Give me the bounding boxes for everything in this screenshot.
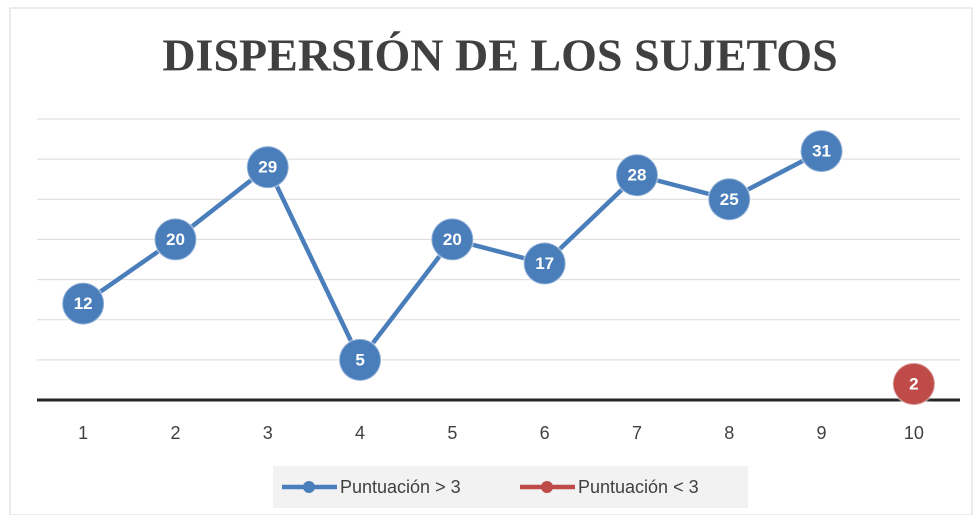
marker (61, 281, 106, 326)
data-label: 2 (909, 374, 918, 393)
legend-marker (541, 481, 553, 493)
marker (891, 361, 936, 406)
data-label: 31 (812, 142, 831, 161)
x-tick-label: 3 (263, 423, 273, 443)
legend-label: Puntuación < 3 (578, 477, 699, 497)
data-label: 20 (166, 230, 185, 249)
marker (707, 177, 752, 222)
x-tick-label: 1 (78, 423, 88, 443)
data-label: 12 (74, 294, 93, 313)
legend-marker (303, 481, 315, 493)
marker (245, 145, 290, 190)
marker (522, 241, 567, 286)
x-tick-label: 7 (632, 423, 642, 443)
data-label: 17 (535, 254, 554, 273)
x-tick-label: 4 (355, 423, 365, 443)
chart-title: DISPERSIÓN DE LOS SUJETOS (162, 30, 837, 81)
marker (153, 217, 198, 262)
marker (430, 217, 475, 262)
marker (614, 153, 659, 198)
legend-box (273, 466, 748, 508)
x-tick-label: 6 (540, 423, 550, 443)
x-tick-label: 2 (170, 423, 180, 443)
x-tick-label: 8 (724, 423, 734, 443)
marker (799, 129, 844, 174)
data-label: 29 (258, 158, 277, 177)
x-tick-label: 9 (817, 423, 827, 443)
data-label: 20 (443, 230, 462, 249)
x-tick-label: 10 (904, 423, 924, 443)
marker (338, 337, 383, 382)
data-label: 28 (627, 166, 646, 185)
data-label: 5 (355, 350, 364, 369)
chart-border (9, 7, 973, 515)
x-tick-label: 5 (447, 423, 457, 443)
data-label: 25 (720, 190, 739, 209)
legend-label: Puntuación > 3 (340, 477, 461, 497)
